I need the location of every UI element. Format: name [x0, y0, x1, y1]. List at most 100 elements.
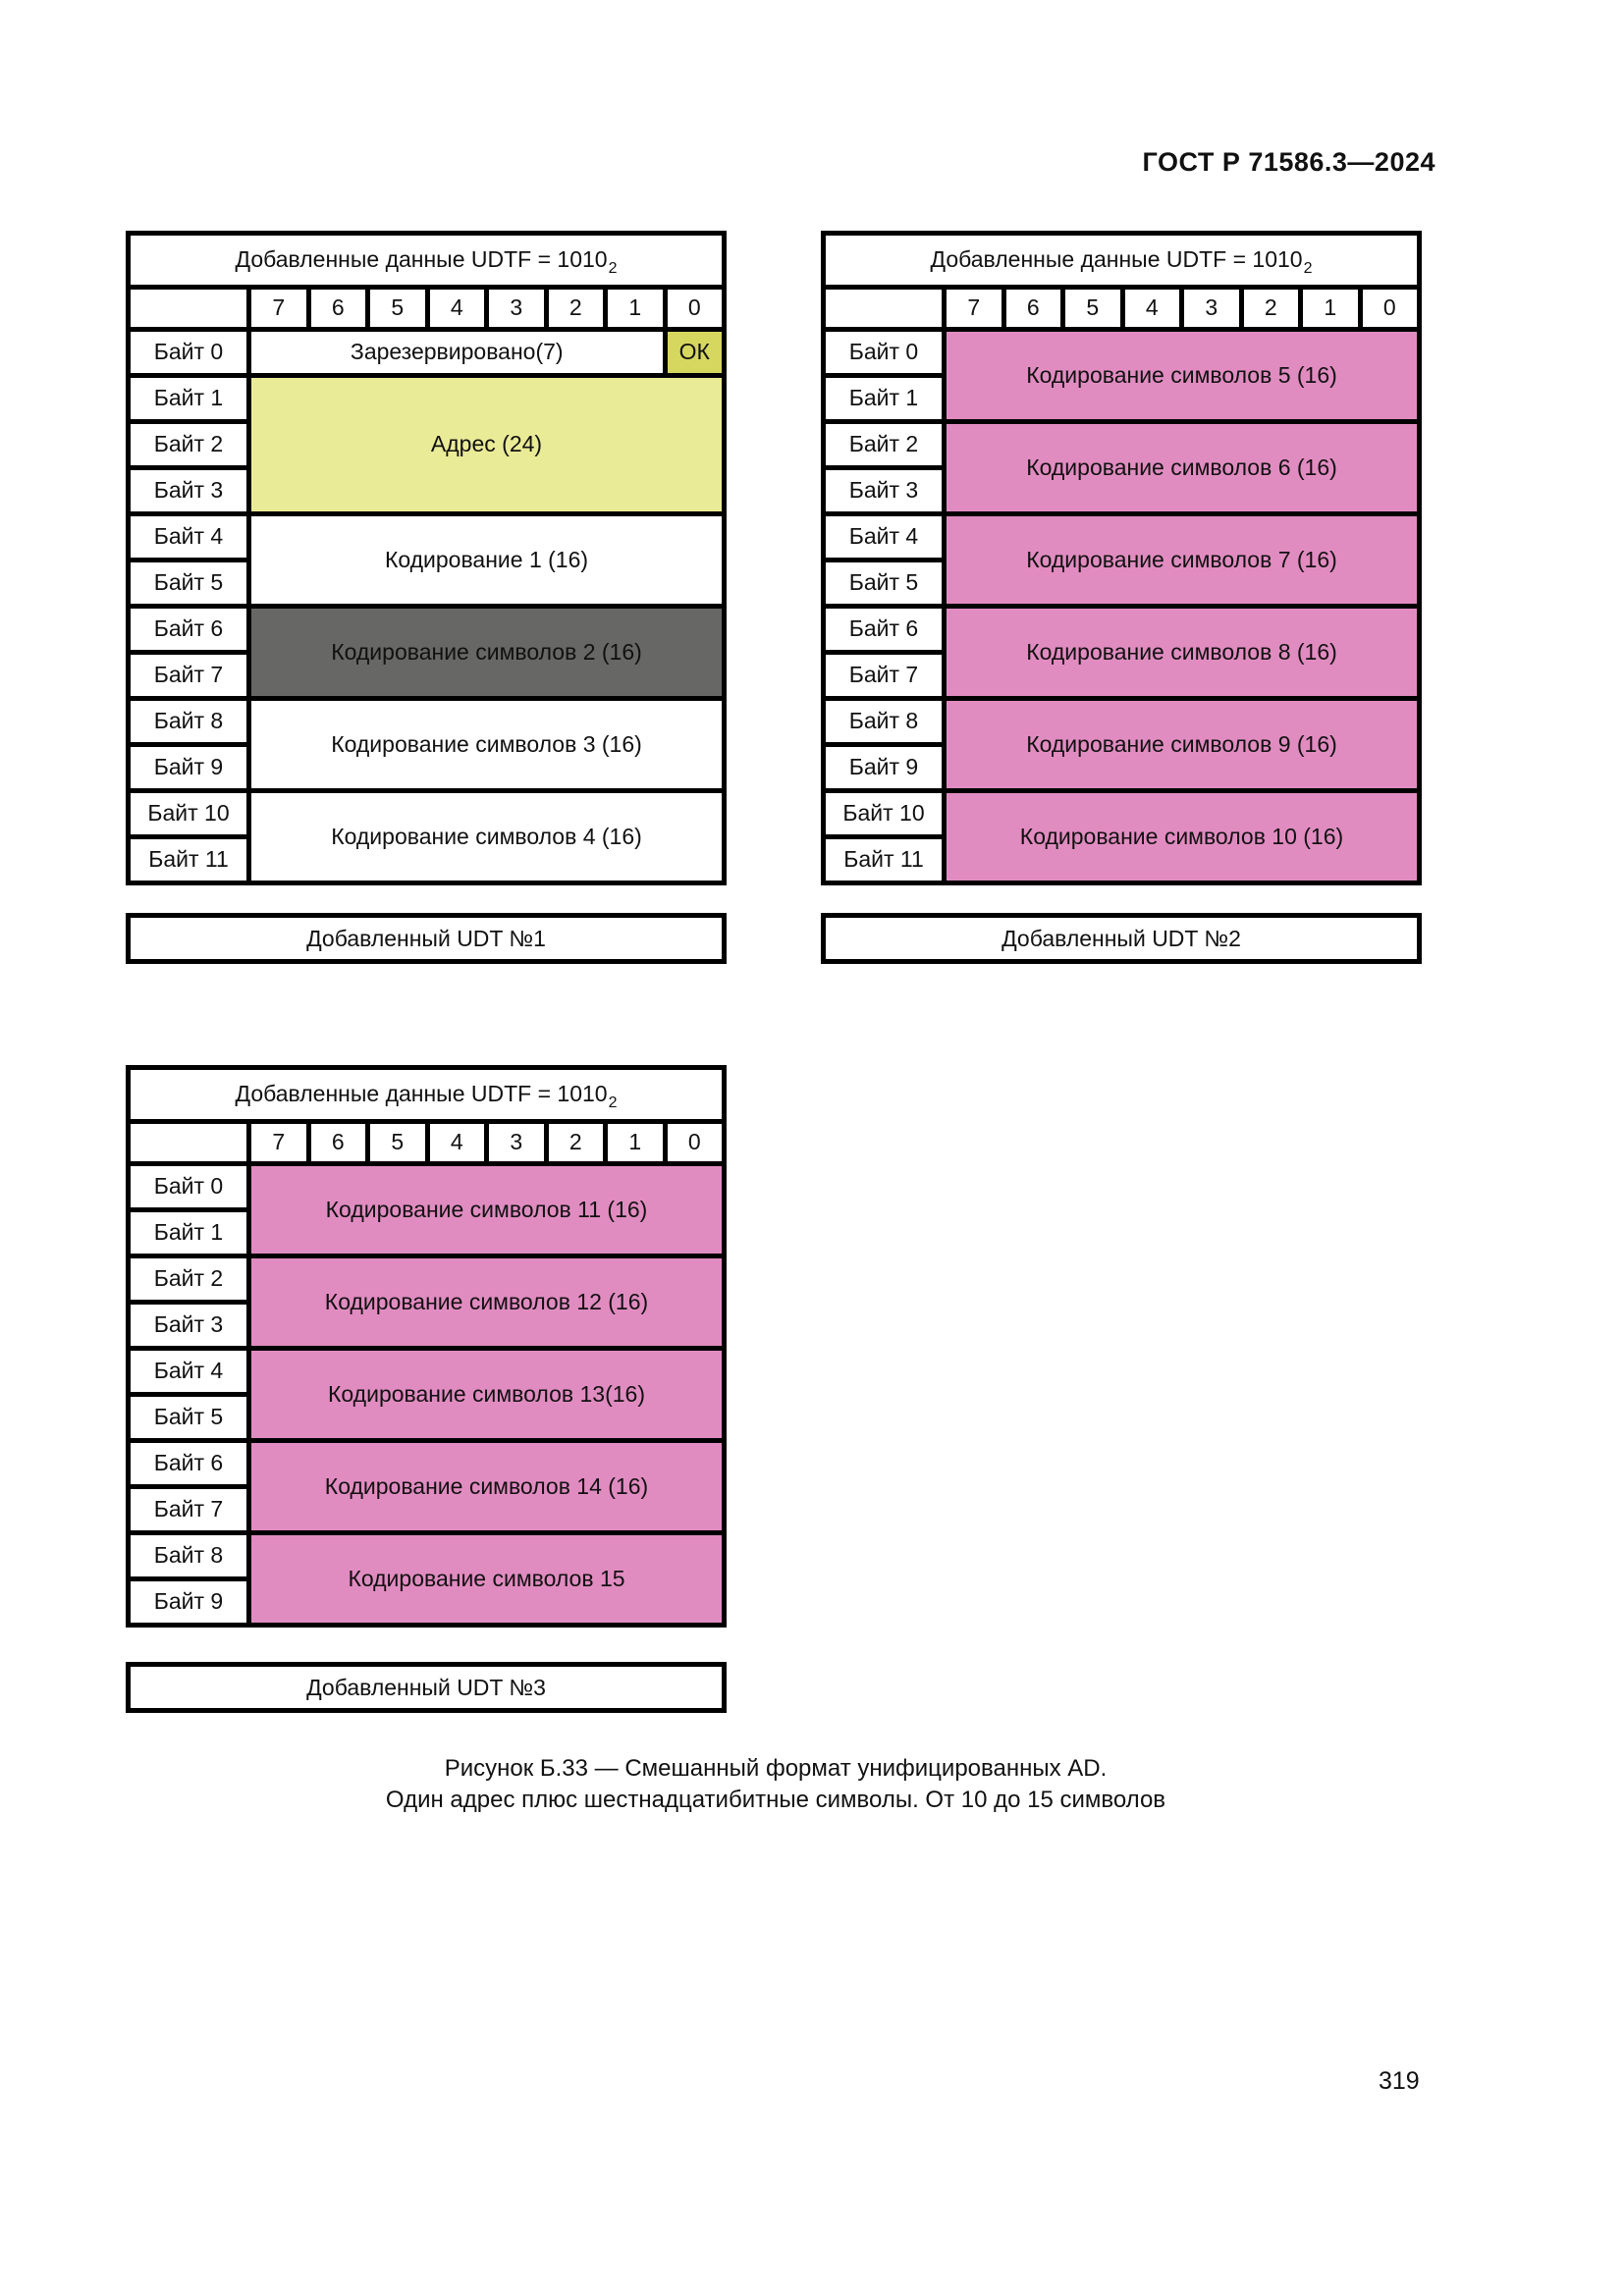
- bit-header-cell: 4: [429, 1124, 484, 1161]
- byte-label: Байт 10: [131, 793, 246, 834]
- table-title-text: Добавленные данные UDTF = 1010: [930, 246, 1303, 273]
- table-title-subscript: 2: [1303, 260, 1313, 278]
- bit-header-cell: 7: [251, 1124, 306, 1161]
- figure-caption-line-2: Один адрес плюс шестнадцатибитные символ…: [385, 1787, 1166, 1813]
- bit-header-cell: 0: [667, 290, 722, 327]
- byte-label: Байт 3: [131, 470, 246, 511]
- byte-label: Байт 5: [131, 1397, 246, 1438]
- table-title-text: Добавленные данные UDTF = 1010: [235, 1081, 608, 1107]
- bit-header-cell: 4: [429, 290, 484, 327]
- byte-label: Байт 5: [826, 562, 942, 604]
- table-title-subscript: 2: [608, 1095, 618, 1112]
- byte-label: Байт 6: [131, 609, 246, 650]
- byte-label: Байт 9: [131, 1581, 246, 1623]
- field-cell: Кодирование символов 10 (16): [947, 793, 1417, 881]
- byte-label: Байт 7: [131, 655, 246, 696]
- field-cell: Кодирование символов 7 (16): [947, 516, 1417, 604]
- table-title-subscript: 2: [608, 260, 618, 278]
- udt-table-1: Добавленные данные UDTF = 1010 2 7 6 5 4 3 2 1 0 Б…: [126, 231, 727, 885]
- byte-label: Байт 8: [826, 701, 942, 742]
- bit-header-cell: 3: [489, 1124, 544, 1161]
- table-title: Добавленные данные UDTF = 1010 2: [131, 236, 722, 285]
- byte-label: Байт 2: [826, 424, 942, 465]
- byte-label: Байт 2: [131, 1258, 246, 1300]
- byte-label: Байт 8: [131, 701, 246, 742]
- bit-header-cell: 0: [1362, 290, 1417, 327]
- field-cell: ОК: [667, 332, 722, 373]
- byte-label: Байт 1: [131, 378, 246, 419]
- bit-header-cell: 0: [667, 1124, 722, 1161]
- bit-header-cell: 2: [548, 1124, 603, 1161]
- table-title: Добавленные данные UDTF = 1010 2: [826, 236, 1417, 285]
- udt-table-3: Добавленные данные UDTF = 1010 2 7 6 5 4 3 2 1 0 Б…: [126, 1065, 727, 1628]
- field-cell: Кодирование символов 14 (16): [251, 1443, 722, 1530]
- byte-label: Байт 4: [826, 516, 942, 558]
- byte-label: Байт 7: [826, 655, 942, 696]
- bit-header-corner-cell: [826, 290, 942, 327]
- byte-label: Байт 1: [826, 378, 942, 419]
- byte-label: Байт 10: [826, 793, 942, 834]
- byte-label: Байт 2: [131, 424, 246, 465]
- field-cell: Кодирование символов 13(16): [251, 1351, 722, 1438]
- bit-header-cell: 7: [947, 290, 1001, 327]
- table-title-text: Добавленные данные UDTF = 1010: [235, 246, 608, 273]
- figure-caption-line-1: Рисунок Б.33 — Смешанный формат унифицир…: [444, 1755, 1108, 1782]
- byte-label: Байт 0: [131, 332, 246, 373]
- bit-header-cell: 6: [1005, 290, 1060, 327]
- bit-header-cell: 2: [1243, 290, 1298, 327]
- udt-1-footer-label: Добавленный UDT №1: [126, 913, 727, 964]
- figure-caption: Рисунок Б.33 — Смешанный формат унифицир…: [196, 1753, 1355, 1816]
- byte-label: Байт 3: [826, 470, 942, 511]
- bit-header-cell: 1: [608, 290, 663, 327]
- byte-label: Байт 11: [131, 839, 246, 881]
- bit-header-cell: 5: [370, 1124, 425, 1161]
- byte-label: Байт 1: [131, 1212, 246, 1254]
- byte-label: Байт 8: [131, 1535, 246, 1576]
- byte-label: Байт 0: [131, 1166, 246, 1207]
- field-cell: Адрес (24): [251, 378, 722, 511]
- byte-label: Байт 11: [826, 839, 942, 881]
- field-cell: Кодирование символов 9 (16): [947, 701, 1417, 788]
- bit-header-cell: 2: [548, 290, 603, 327]
- bit-header-cell: 4: [1124, 290, 1179, 327]
- byte-label: Байт 4: [131, 1351, 246, 1392]
- bit-header-cell: 6: [310, 1124, 365, 1161]
- byte-label: Байт 4: [131, 516, 246, 558]
- byte-label: Байт 6: [826, 609, 942, 650]
- byte-label: Байт 5: [131, 562, 246, 604]
- bit-header-cell: 3: [489, 290, 544, 327]
- field-cell: Кодирование символов 4 (16): [251, 793, 722, 881]
- bit-header-corner-cell: [131, 290, 246, 327]
- bit-header-cell: 7: [251, 290, 306, 327]
- bit-header-cell: 1: [1303, 290, 1358, 327]
- byte-label: Байт 0: [826, 332, 942, 373]
- table-title: Добавленные данные UDTF = 1010 2: [131, 1070, 722, 1119]
- bit-header-cell: 1: [608, 1124, 663, 1161]
- byte-label: Байт 9: [826, 747, 942, 788]
- field-cell: Кодирование 1 (16): [251, 516, 722, 604]
- byte-label: Байт 6: [131, 1443, 246, 1484]
- bit-header-cell: 5: [1065, 290, 1120, 327]
- page-number: 319: [1379, 2067, 1420, 2095]
- bit-header-cell: 3: [1184, 290, 1239, 327]
- byte-label: Байт 7: [131, 1489, 246, 1530]
- bit-header-cell: 5: [370, 290, 425, 327]
- field-cell: Кодирование символов 11 (16): [251, 1166, 722, 1254]
- field-cell: Кодирование символов 3 (16): [251, 701, 722, 788]
- field-cell: Кодирование символов 12 (16): [251, 1258, 722, 1346]
- byte-label: Байт 9: [131, 747, 246, 788]
- byte-label: Байт 3: [131, 1305, 246, 1346]
- field-cell: Зарезервировано(7): [251, 332, 663, 373]
- bit-header-corner-cell: [131, 1124, 246, 1161]
- field-cell: Кодирование символов 5 (16): [947, 332, 1417, 419]
- document-standard-header: ГОСТ Р 71586.3—2024: [1142, 147, 1435, 177]
- field-cell: Кодирование символов 15: [251, 1535, 722, 1623]
- udt-table-2: Добавленные данные UDTF = 1010 2 7 6 5 4 3 2 1 0 Б…: [821, 231, 1422, 885]
- udt-3-footer-label: Добавленный UDT №3: [126, 1662, 727, 1713]
- field-cell: Кодирование символов 2 (16): [251, 609, 722, 696]
- bit-header-cell: 6: [310, 290, 365, 327]
- field-cell: Кодирование символов 8 (16): [947, 609, 1417, 696]
- field-cell: Кодирование символов 6 (16): [947, 424, 1417, 511]
- udt-2-footer-label: Добавленный UDT №2: [821, 913, 1422, 964]
